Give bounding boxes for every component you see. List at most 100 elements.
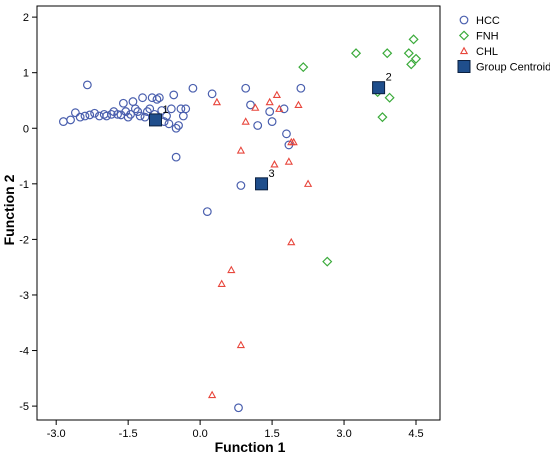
y-tick-label: -2: [19, 234, 29, 246]
legend-label-hcc: HCC: [476, 15, 500, 27]
hcc-point: [202, 207, 212, 217]
fnh-point: [382, 48, 393, 59]
hcc-point: [75, 112, 85, 122]
hcc-point: [171, 123, 181, 133]
hcc-point: [166, 104, 176, 114]
y-axis-title: Function 2: [1, 174, 17, 245]
y-tick-label: -1: [19, 179, 29, 191]
chl-point: [284, 157, 294, 165]
hcc-point: [135, 111, 145, 121]
y-tick-label: 1: [23, 68, 29, 80]
legend-label-chl: CHL: [476, 46, 498, 58]
legend-label-fnh: FNH: [476, 31, 499, 43]
hcc-point: [241, 83, 251, 93]
hcc-point: [169, 90, 179, 100]
series-chl: [207, 90, 313, 399]
x-tick-label: -3.0: [47, 428, 66, 440]
hcc-point: [123, 112, 133, 122]
x-tick-label: 1.5: [264, 428, 279, 440]
y-tick-label: -4: [19, 346, 29, 358]
hcc-point: [85, 110, 95, 120]
series-group-centroid: 1 2 3: [149, 72, 392, 191]
series-hcc: [58, 80, 306, 413]
hcc-point: [66, 115, 75, 125]
hcc-point: [282, 129, 291, 139]
fnh-point: [410, 53, 422, 64]
hcc-point: [118, 98, 128, 108]
fnh-point: [384, 92, 395, 103]
chl-point: [212, 97, 222, 106]
chl-point: [287, 237, 296, 246]
hcc-point: [80, 111, 90, 121]
fnh-point: [408, 34, 419, 45]
hcc-point: [138, 93, 147, 103]
legend: HCC FNH CHL Group Centroid: [457, 15, 550, 74]
hcc-point: [154, 93, 164, 103]
x-tick-label: 3.0: [336, 428, 351, 440]
hcc-point: [133, 107, 143, 116]
chl-point: [227, 265, 236, 274]
hcc-point: [102, 111, 111, 121]
hcc-point: [296, 83, 306, 93]
hcc-point: [267, 117, 277, 126]
hcc-point: [152, 94, 162, 104]
chl-point: [236, 146, 246, 154]
group-centroid-point: [372, 81, 386, 95]
hcc-point: [164, 119, 174, 129]
legend-marker-hcc: [459, 15, 469, 25]
y-tick-label: -3: [19, 290, 29, 302]
hcc-point: [113, 109, 122, 119]
chl-point: [287, 137, 296, 146]
chl-point: [270, 160, 279, 168]
y-tick-label: 0: [23, 123, 29, 135]
hcc-point: [130, 104, 140, 114]
hcc-point: [70, 108, 80, 118]
fnh-point: [403, 48, 414, 59]
hcc-point: [106, 109, 116, 119]
hcc-point: [188, 83, 198, 93]
fnh-point: [322, 256, 333, 267]
chl-point: [294, 100, 303, 109]
centroid-label: 1: [163, 104, 169, 116]
fnh-point: [350, 48, 362, 59]
hcc-point: [90, 108, 99, 118]
hcc-point: [253, 121, 263, 130]
hcc-point: [121, 107, 131, 116]
chl-point: [236, 340, 246, 349]
x-tick-label: 4.5: [408, 428, 423, 440]
chl-point: [303, 179, 313, 187]
legend-marker-fnh: [458, 30, 470, 41]
chl-point: [275, 104, 284, 112]
series-fnh: [298, 34, 422, 267]
centroid-label: 3: [269, 168, 275, 180]
chl-point: [251, 103, 260, 111]
chl-point: [241, 117, 250, 125]
x-tick-label: 0.0: [192, 428, 207, 440]
hcc-point: [265, 107, 275, 116]
chl-point: [207, 390, 217, 399]
hcc-point: [234, 403, 243, 413]
hcc-point: [162, 111, 171, 121]
plot-frame: [36, 5, 441, 421]
hcc-point: [145, 104, 155, 114]
chl-point: [265, 97, 274, 106]
chl-point: [217, 279, 226, 287]
group-centroid-point: [149, 113, 163, 127]
legend-label-group-centroid: Group Centroid: [476, 62, 550, 74]
group-centroid-point: [255, 177, 269, 191]
hcc-point: [246, 100, 255, 110]
hcc-point: [174, 121, 183, 130]
chl-point: [272, 90, 282, 99]
hcc-point: [207, 89, 217, 99]
fnh-point: [298, 62, 309, 73]
hcc-point: [82, 80, 92, 90]
fnh-point: [406, 59, 417, 70]
legend-marker-group-centroid: [457, 60, 471, 73]
y-tick-label: -5: [19, 401, 29, 413]
x-tick-label: -1.5: [119, 428, 138, 440]
y-tick-label: 2: [23, 12, 29, 24]
hcc-point: [279, 104, 289, 114]
hcc-point: [181, 104, 191, 114]
